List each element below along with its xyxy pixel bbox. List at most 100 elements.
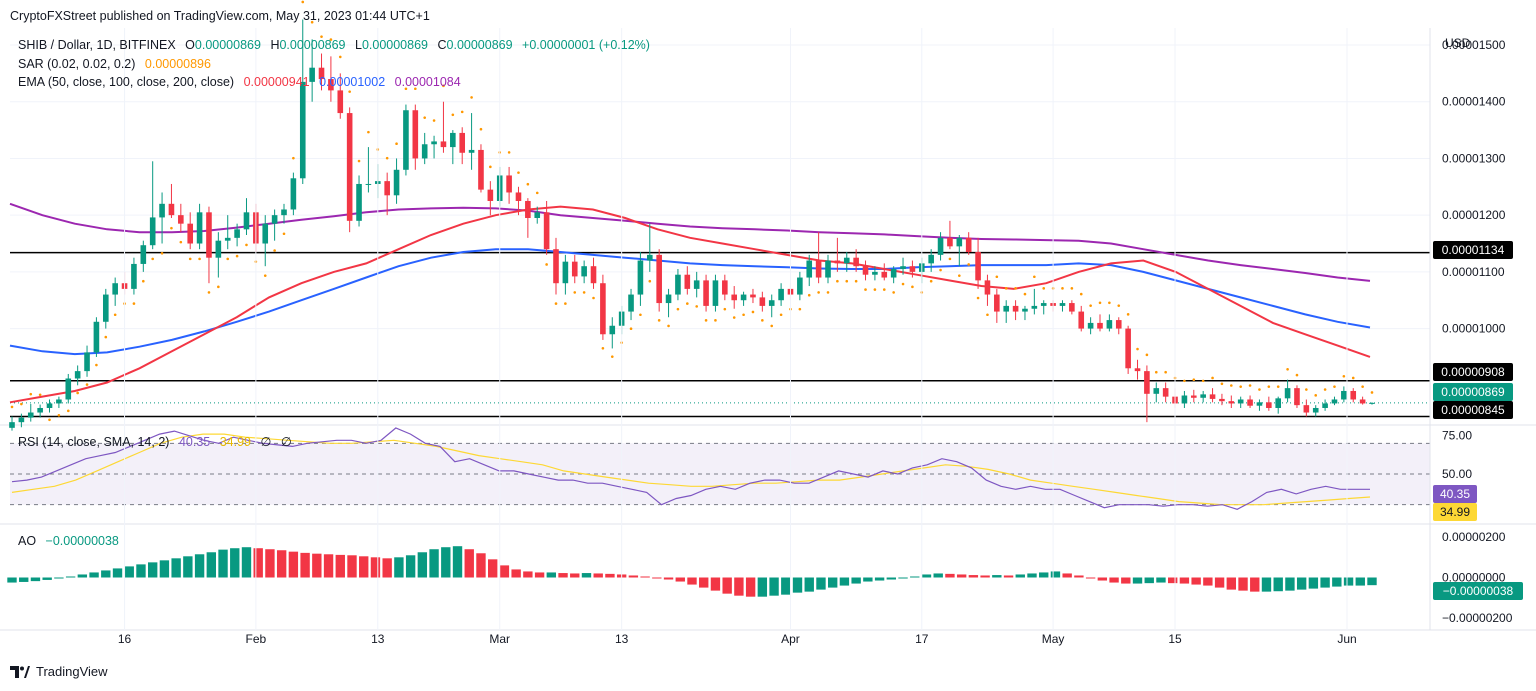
ao-bar <box>546 572 556 578</box>
ao-bar <box>640 576 650 578</box>
sar-dot <box>1305 388 1308 391</box>
candle-body <box>965 237 972 253</box>
candle-body <box>1125 328 1131 369</box>
sar-dot <box>170 226 173 230</box>
candle-body <box>1359 399 1366 404</box>
candle-body <box>1115 320 1122 329</box>
candle-body <box>149 217 156 246</box>
ao-bar <box>663 577 674 580</box>
candle-body <box>712 280 719 306</box>
sar-dot <box>198 257 201 261</box>
candle-body <box>459 132 466 153</box>
sar-dot <box>460 110 464 114</box>
high-value: 0.00000869 <box>279 38 346 52</box>
sar-dot <box>695 305 698 308</box>
ao-bar <box>722 577 732 594</box>
ao-bar <box>945 573 955 578</box>
candle-body <box>196 212 203 244</box>
ao-bar <box>112 568 123 578</box>
sar-dot <box>601 346 605 350</box>
candle-body <box>872 271 878 275</box>
sar-dot <box>807 293 811 297</box>
sar-dot <box>1342 374 1346 378</box>
sar-dot <box>301 0 305 4</box>
candle-body <box>553 249 559 284</box>
close-label: C0.00000869 <box>437 38 513 52</box>
price-tick-label: 0.00001100 <box>1442 265 1505 279</box>
sar-dot <box>854 279 858 283</box>
sar-dot <box>57 414 61 417</box>
ao-bar <box>1085 577 1096 579</box>
sar-dot <box>273 249 276 252</box>
candle-body <box>440 141 447 148</box>
candle-body <box>9 422 15 428</box>
ao-bar <box>874 577 885 581</box>
ao-bar <box>136 564 146 578</box>
sar-dot <box>282 232 286 236</box>
sar-dot <box>770 324 774 328</box>
rsi-value: 40.35 <box>178 435 211 449</box>
candle-body <box>862 266 869 275</box>
rsi-empty-1: ∅ <box>260 435 272 449</box>
sar-dot <box>310 20 314 24</box>
sar-dot <box>1370 391 1374 394</box>
candle-body <box>281 209 287 216</box>
ao-bar <box>910 576 920 578</box>
candle-body <box>609 325 616 335</box>
low-label: L0.00000869 <box>355 38 428 52</box>
ao-bar <box>171 558 181 578</box>
ao-bar <box>1285 577 1295 591</box>
ao-bar <box>159 560 170 578</box>
candle-body <box>1284 388 1291 399</box>
candle-body <box>187 223 194 244</box>
candle-body <box>778 288 784 301</box>
ema100-line <box>9 248 1371 356</box>
candle-body <box>843 257 850 264</box>
sar-dot <box>414 87 417 91</box>
candle-body <box>1097 322 1103 329</box>
candle-body <box>1331 399 1338 404</box>
candle-body <box>450 132 456 148</box>
candle-body <box>1256 402 1263 406</box>
open-value: 0.00000869 <box>194 38 261 52</box>
ao-bar <box>1121 577 1131 584</box>
candle-body <box>1200 394 1206 398</box>
ao-bar <box>148 562 158 578</box>
sar-dot <box>226 257 230 261</box>
high-label: H0.00000869 <box>270 38 346 52</box>
candle-body <box>328 79 334 91</box>
sar-dot <box>948 257 952 261</box>
candle-body <box>1106 320 1113 329</box>
ao-bar <box>687 577 697 585</box>
sar-dot <box>207 291 211 294</box>
sar-dot <box>1314 394 1318 397</box>
sar-dot <box>151 257 154 261</box>
footer-brand[interactable]: TradingView <box>10 664 108 679</box>
candle-body <box>834 260 841 264</box>
sar-dot <box>582 291 586 294</box>
ao-bar <box>1003 575 1014 578</box>
candle-body <box>365 183 372 185</box>
candle-body <box>18 417 25 423</box>
ao-bar <box>230 548 240 578</box>
candle-body <box>525 200 531 218</box>
candle-body <box>1219 398 1225 402</box>
sar-dot <box>1089 304 1092 307</box>
candle-body <box>1134 368 1141 372</box>
candle-body <box>1162 388 1169 397</box>
sar-dot <box>1023 292 1027 296</box>
candle-body <box>468 149 475 153</box>
candle-body <box>1087 322 1094 329</box>
candle-body <box>534 212 541 218</box>
candle-body <box>1312 407 1319 413</box>
sar-dot <box>357 159 361 163</box>
candle-body <box>956 237 963 247</box>
ao-bar <box>77 574 88 578</box>
sar-dot <box>348 90 351 93</box>
sar-dot <box>432 119 436 122</box>
candle-body <box>178 215 184 224</box>
rsi-label: RSI (14, close, SMA, 14, 2) <box>18 435 170 449</box>
tradingview-logo-icon <box>10 665 30 678</box>
candle-body <box>665 294 672 304</box>
